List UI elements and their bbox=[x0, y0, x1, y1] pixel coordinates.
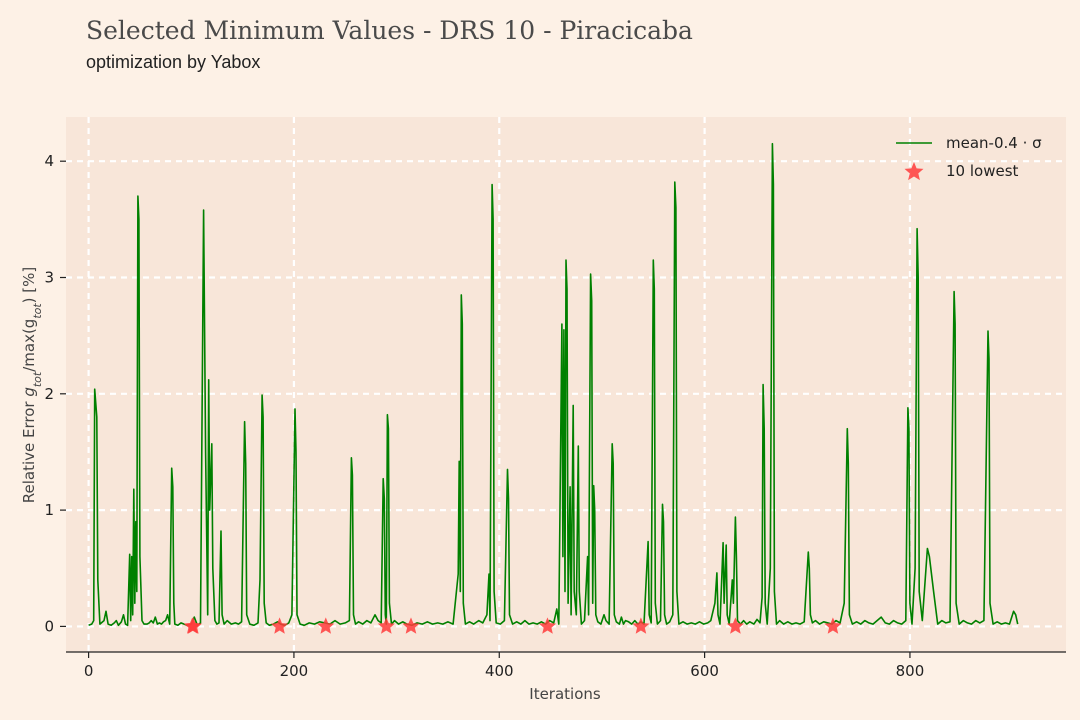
y-axis-label: Relative Error gtot/max(gtot) [%] bbox=[20, 267, 44, 504]
x-tick-group: 0 200 400 600 800 bbox=[84, 652, 924, 680]
y-tick-group: 0 1 2 3 4 bbox=[44, 152, 66, 635]
y-tick-label: 1 bbox=[44, 501, 54, 519]
legend-star-swatch bbox=[904, 162, 924, 181]
x-tick-label: 200 bbox=[280, 662, 309, 680]
lowest-marker bbox=[632, 617, 650, 634]
legend-entry-star: 10 lowest bbox=[946, 162, 1019, 180]
legend-entry-line: mean-0.4 · σ bbox=[946, 134, 1042, 152]
marker-group bbox=[183, 617, 842, 634]
x-axis-label: Iterations bbox=[529, 685, 601, 703]
y-tick-label: 2 bbox=[44, 385, 54, 403]
lowest-marker bbox=[402, 617, 420, 634]
lowest-marker bbox=[726, 617, 744, 634]
y-tick-label: 4 bbox=[44, 152, 54, 170]
lowest-marker bbox=[183, 617, 201, 634]
legend: mean-0.4 · σ 10 lowest bbox=[896, 134, 1042, 181]
y-tick-label: 3 bbox=[44, 269, 54, 287]
x-tick-label: 600 bbox=[690, 662, 719, 680]
lowest-marker bbox=[271, 617, 289, 634]
x-tick-label: 0 bbox=[84, 662, 94, 680]
chart-subtitle: optimization by Yabox bbox=[86, 52, 261, 72]
chart-title: Selected Minimum Values - DRS 10 - Pirac… bbox=[86, 16, 693, 45]
lowest-marker bbox=[539, 617, 557, 634]
x-tick-label: 400 bbox=[485, 662, 514, 680]
lowest-marker bbox=[317, 617, 335, 634]
lowest-marker bbox=[824, 617, 842, 634]
y-tick-label: 0 bbox=[44, 617, 54, 635]
lowest-marker bbox=[377, 617, 395, 634]
x-tick-label: 800 bbox=[896, 662, 925, 680]
